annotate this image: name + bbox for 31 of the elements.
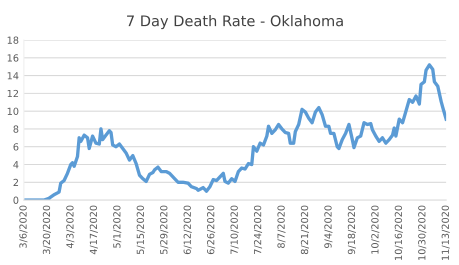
y-tick-label: 14 bbox=[8, 72, 18, 80]
x-tick-label: 6/26/2020 bbox=[207, 206, 216, 254]
x-tick-label: 10/16/2020 bbox=[394, 206, 403, 260]
chart-title: 7 Day Death Rate - Oklahoma bbox=[127, 15, 343, 30]
line-series bbox=[24, 63, 446, 200]
x-tick-label: 7/24/2020 bbox=[254, 206, 262, 254]
y-tick-label: 6 bbox=[14, 143, 18, 151]
y-tick-label: 18 bbox=[8, 36, 18, 44]
x-tick-label: 5/1/2020 bbox=[113, 206, 122, 248]
x-tick-label: 9/4/2020 bbox=[324, 206, 332, 248]
y-tick-label: 2 bbox=[14, 178, 18, 186]
y-tick-label: 4 bbox=[13, 161, 18, 168]
x-tick-label: 7/10/2020 bbox=[230, 206, 239, 254]
x-tick-label: 8/21/2020 bbox=[300, 206, 309, 254]
x-tick-label: 4/3/2020 bbox=[66, 206, 74, 248]
x-tick-label: 5/29/2020 bbox=[160, 206, 168, 254]
x-tick-label: 4/17/2020 bbox=[90, 206, 98, 254]
y-tick-label: 8 bbox=[13, 125, 18, 133]
x-tick-label: 9/18/2020 bbox=[348, 206, 356, 254]
x-tick-label: 10/30/2020 bbox=[418, 206, 426, 260]
x-tick-label: 3/20/2020 bbox=[42, 206, 51, 254]
x-tick-label: 10/2/2020 bbox=[371, 206, 380, 254]
x-tick-label: 8/7/2020 bbox=[277, 206, 286, 248]
y-tick-label: 16 bbox=[8, 54, 18, 62]
x-tick-label: 11/13/2020 bbox=[442, 206, 450, 260]
x-tick-label: 5/15/2020 bbox=[136, 206, 145, 254]
x-tick-label: 6/12/2020 bbox=[184, 206, 192, 254]
y-tick-label: 10 bbox=[8, 108, 18, 115]
y-tick-label: 0 bbox=[13, 196, 18, 204]
y-tick-label: 12 bbox=[8, 90, 18, 98]
x-tick-label: 3/6/2020 bbox=[19, 206, 28, 248]
